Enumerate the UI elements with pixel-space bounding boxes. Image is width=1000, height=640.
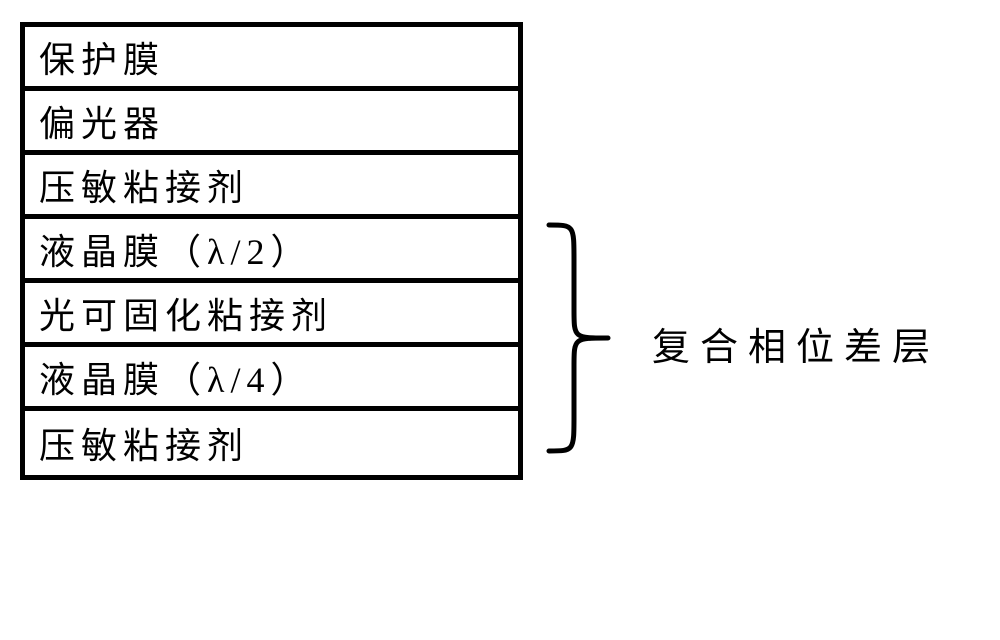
layer-stack: 保护膜 偏光器 压敏粘接剂 液晶膜（λ/2） 光可固化粘接剂 液晶膜（λ/4） … [20,22,523,480]
layer-row: 偏光器 [25,91,518,155]
brace-label: 复合相位差层 [652,316,940,371]
layer-label: 液晶膜（λ/2） [39,223,312,275]
layer-row: 液晶膜（λ/2） [25,219,518,283]
layer-stack-diagram: 保护膜 偏光器 压敏粘接剂 液晶膜（λ/2） 光可固化粘接剂 液晶膜（λ/4） … [0,0,1000,640]
layer-row: 压敏粘接剂 [25,155,518,219]
curly-brace-icon [546,222,616,454]
layer-label: 液晶膜（λ/4） [39,351,312,403]
layer-label: 偏光器 [39,95,165,147]
layer-row: 液晶膜（λ/4） [25,347,518,411]
layer-label: 保护膜 [39,31,165,83]
layer-row: 光可固化粘接剂 [25,283,518,347]
layer-label: 光可固化粘接剂 [39,287,333,339]
layer-label: 压敏粘接剂 [39,159,249,211]
layer-label: 压敏粘接剂 [39,417,249,469]
layer-row: 压敏粘接剂 [25,411,518,475]
layer-row: 保护膜 [25,27,518,91]
